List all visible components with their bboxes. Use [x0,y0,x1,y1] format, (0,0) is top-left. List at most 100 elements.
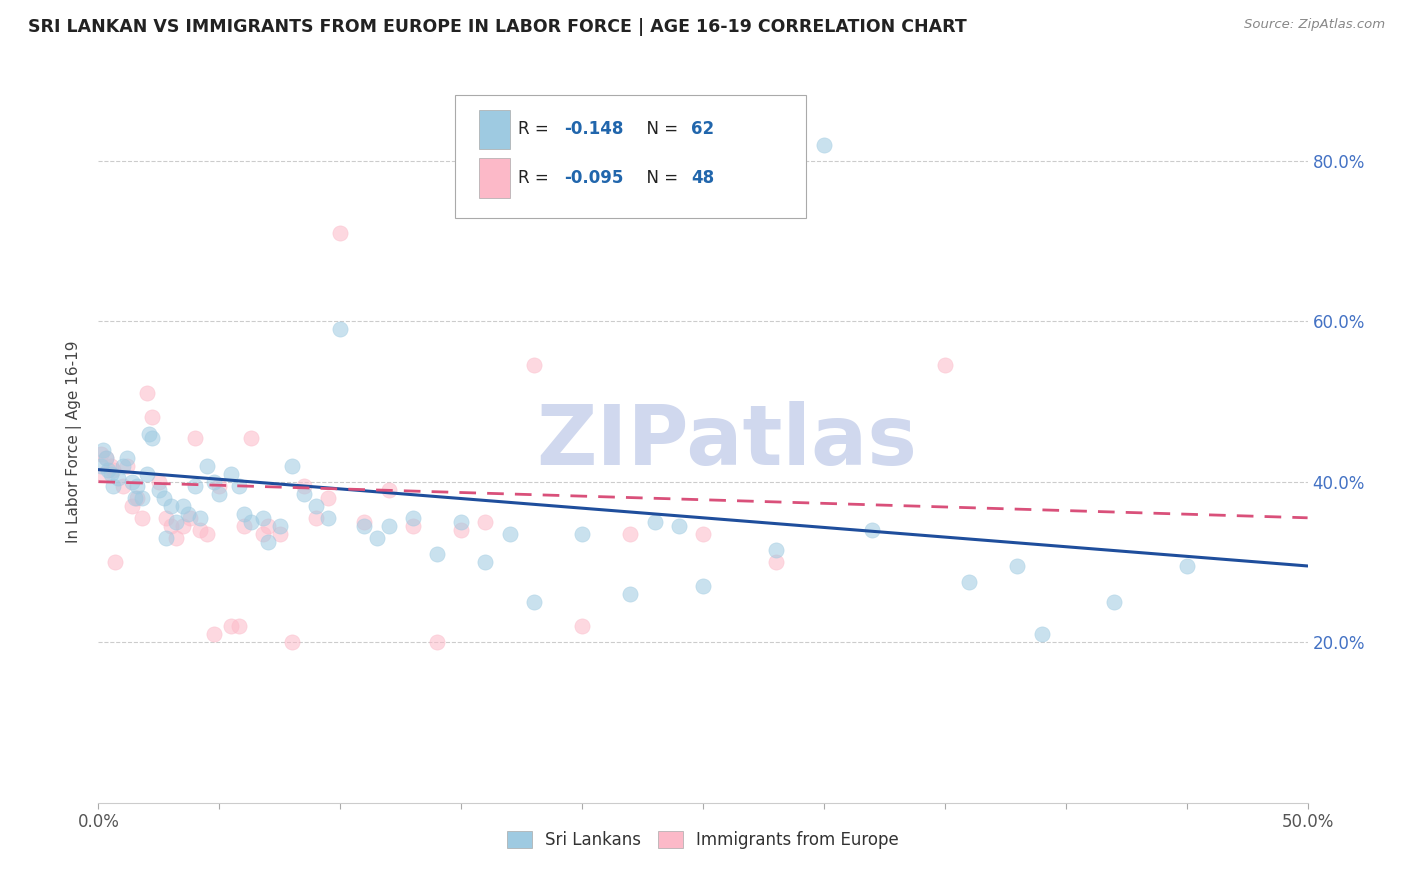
Point [353,515,375,529]
Point [353,518,375,533]
Point [860,523,883,537]
Point [305,499,328,513]
Point [957,574,980,589]
Text: Source: ZipAtlas.com: Source: ZipAtlas.com [1244,18,1385,31]
Point [104,555,127,569]
Point [619,526,641,541]
Point [188,523,211,537]
Point [208,486,231,500]
Point [188,510,211,524]
Point [165,515,187,529]
Point [111,478,134,492]
Point [402,518,425,533]
Point [765,542,787,557]
Point [232,518,254,533]
Point [281,458,304,473]
Point [90,458,112,473]
Point [155,531,177,545]
Point [91,467,114,481]
Point [172,518,194,533]
Point [160,518,183,533]
Point [111,458,134,473]
Point [813,137,835,152]
Point [329,226,352,240]
Point [179,510,201,524]
Point [160,499,183,513]
Bar [479,110,509,149]
Point [165,531,187,545]
Point [474,515,496,529]
Text: SRI LANKAN VS IMMIGRANTS FROM EUROPE IN LABOR FORCE | AGE 16-19 CORRELATION CHAR: SRI LANKAN VS IMMIGRANTS FROM EUROPE IN … [28,18,967,36]
Point [155,510,177,524]
Point [107,470,129,484]
Point [152,491,174,505]
Point [94,450,117,465]
Point [474,555,496,569]
Point [148,483,170,497]
Point [184,478,207,492]
Point [239,430,262,444]
Point [450,515,472,529]
Point [252,526,274,541]
Point [402,510,425,524]
Text: -0.148: -0.148 [564,120,623,138]
Point [1175,558,1198,574]
Point [329,322,352,336]
Point [305,510,328,524]
Point [692,579,714,593]
Point [195,526,218,541]
Point [91,442,114,457]
Point [1031,627,1053,641]
Point [135,386,157,401]
Point [131,491,153,505]
Point [100,467,122,481]
Point [221,619,243,633]
Text: N =: N = [637,169,683,186]
Text: N =: N = [637,120,683,138]
Point [1007,558,1029,574]
Point [117,450,139,465]
Point [100,458,122,473]
Point [377,518,399,533]
Point [377,483,399,497]
Point [269,518,291,533]
Point [619,587,641,601]
Text: R =: R = [517,169,554,186]
Bar [479,158,509,198]
Point [292,478,315,492]
Legend: Sri Lankans, Immigrants from Europe: Sri Lankans, Immigrants from Europe [501,824,905,856]
Point [221,467,243,481]
Point [523,595,546,609]
Point [94,450,117,465]
Text: ZIPatlas: ZIPatlas [537,401,918,482]
Point [127,478,149,492]
FancyBboxPatch shape [456,95,806,218]
Point [571,526,593,541]
Point [239,515,262,529]
Point [228,478,250,492]
Point [256,534,278,549]
Point [269,526,291,541]
Point [523,358,546,372]
Point [450,523,472,537]
Point [124,491,146,505]
Point [934,358,956,372]
Point [232,507,254,521]
Point [97,462,120,476]
Point [426,635,449,649]
Point [208,478,231,492]
Point [117,458,139,473]
Point [316,510,339,524]
Point [148,475,170,489]
Point [426,547,449,561]
Point [172,499,194,513]
Point [141,430,163,444]
Point [135,467,157,481]
Point [228,619,250,633]
Point [195,458,218,473]
Point [204,627,226,641]
Text: 48: 48 [690,169,714,186]
Point [101,478,124,492]
Point [121,499,143,513]
Point [692,526,714,541]
